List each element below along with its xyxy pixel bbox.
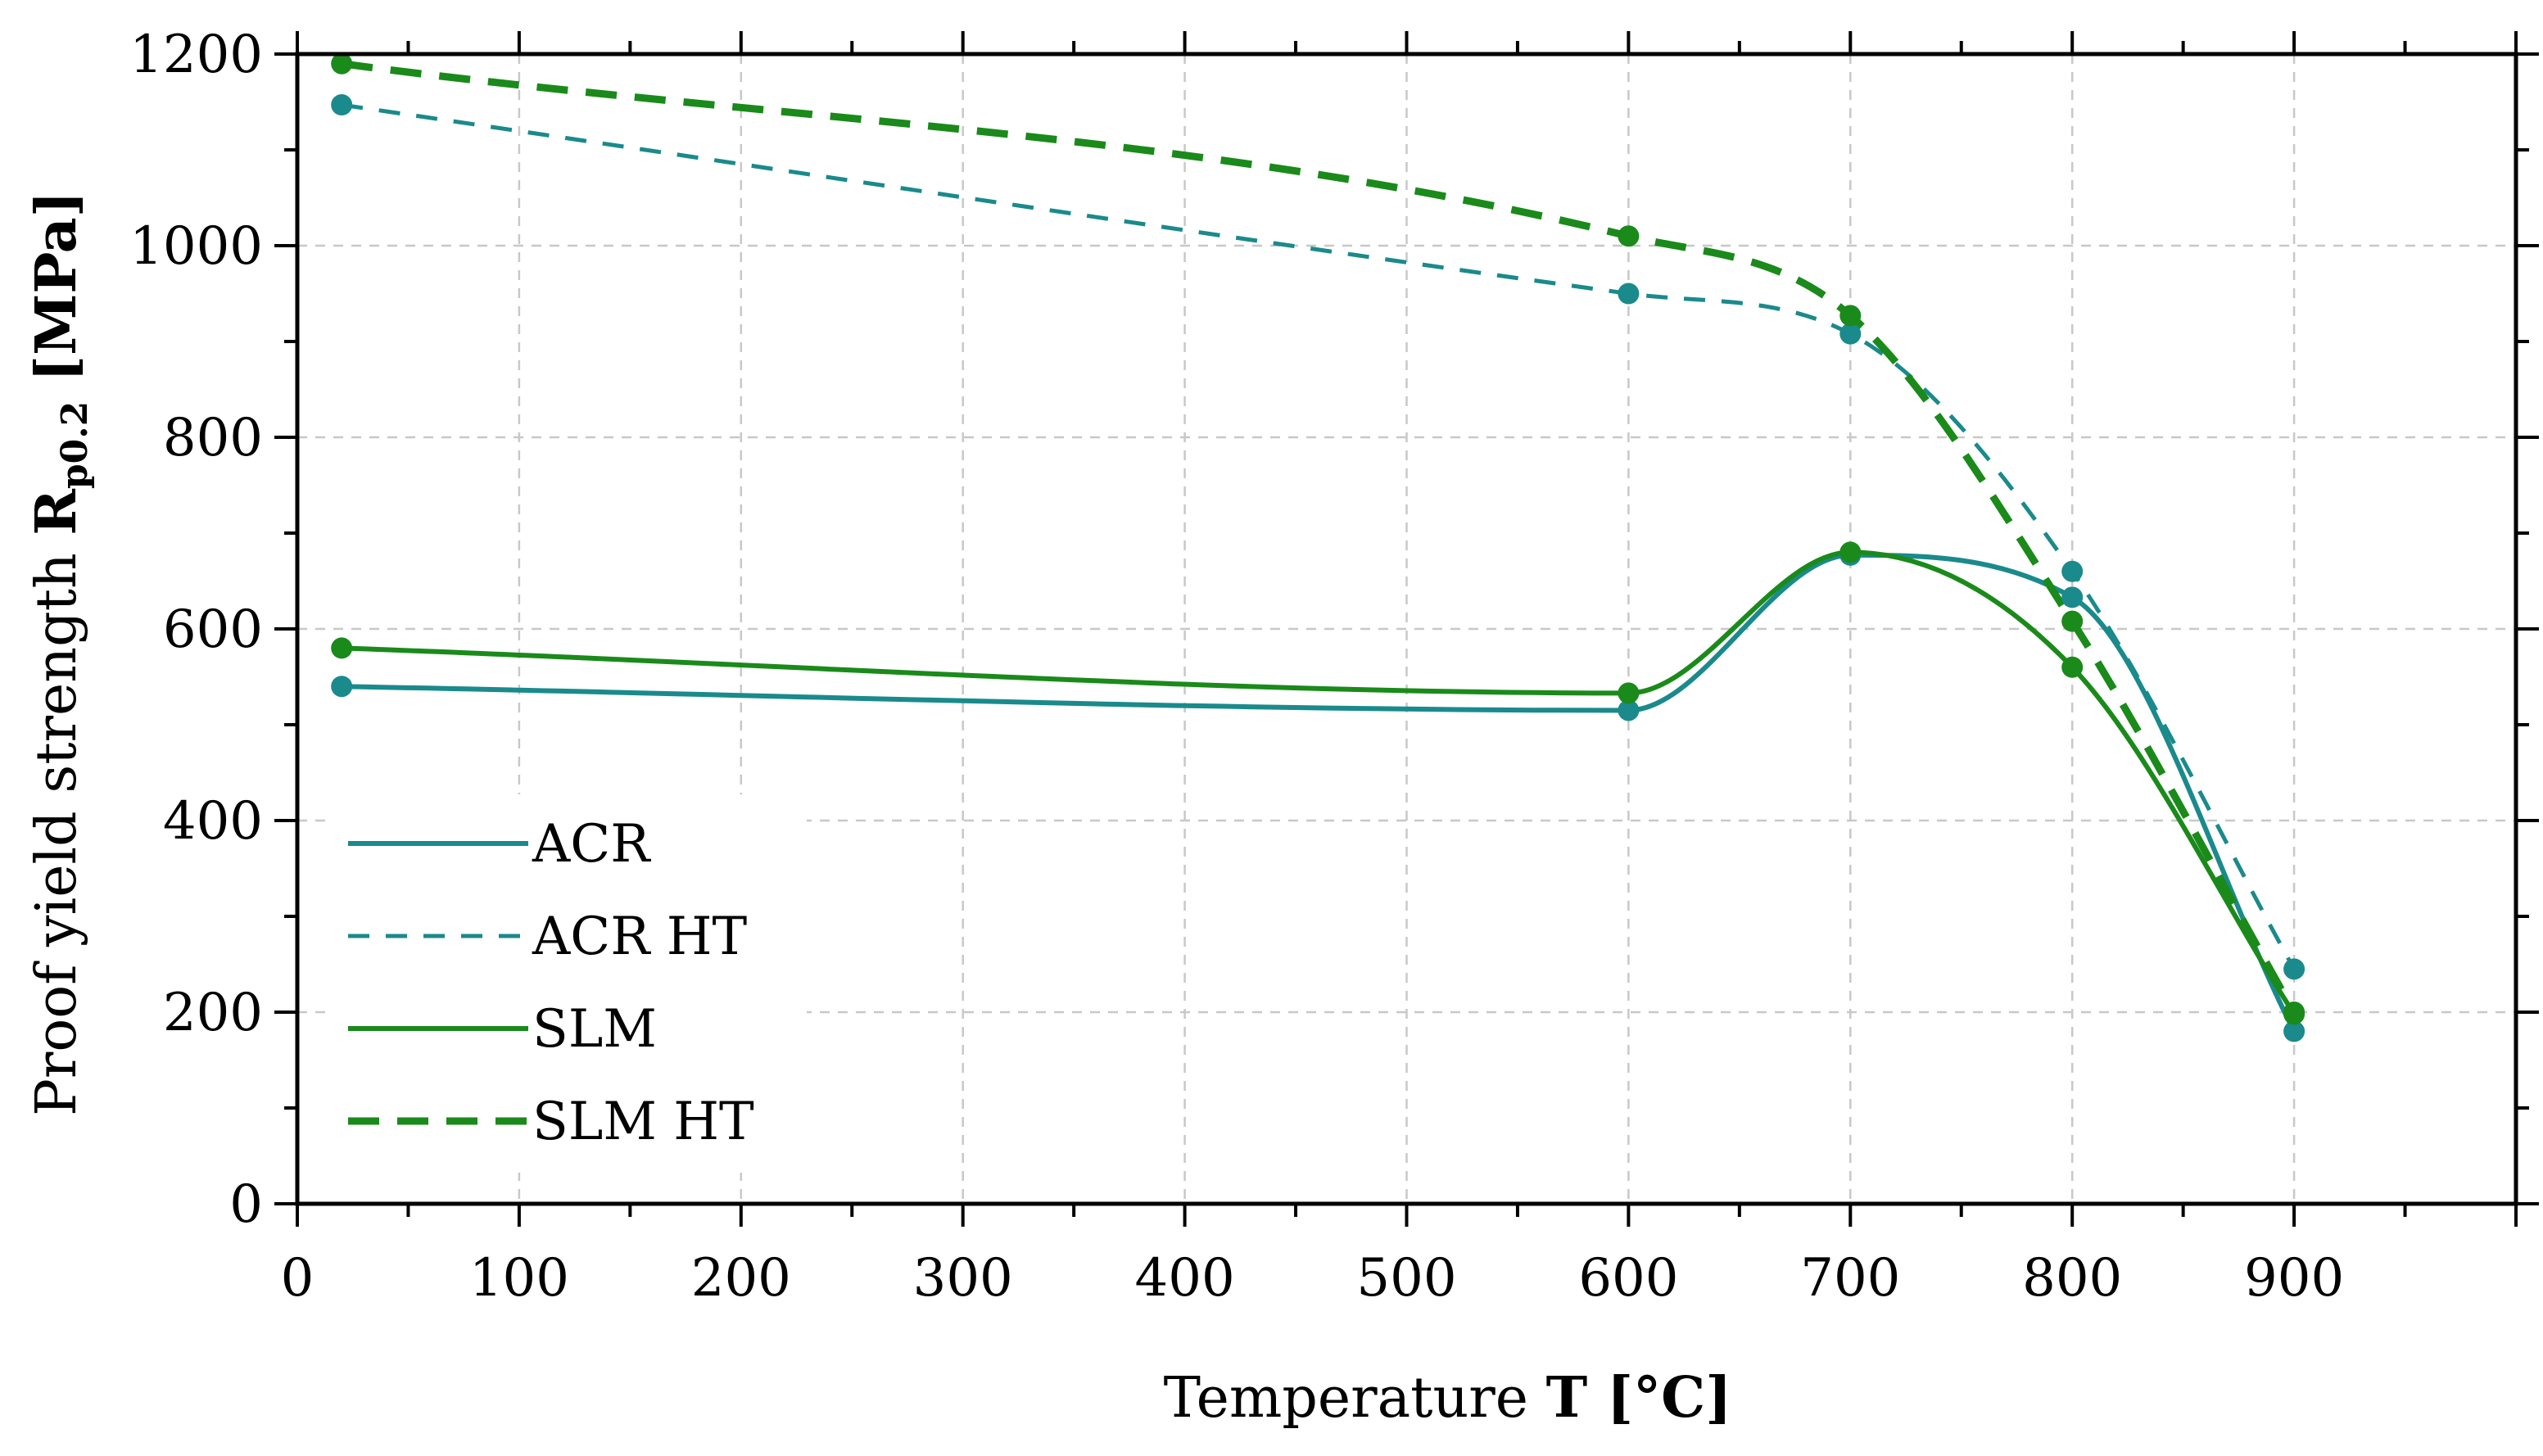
legend-background [332,794,807,1173]
y-axis-title-prefix: Proof yield strength [25,536,89,1116]
data-point-slm-ht [331,52,353,75]
x-tick-label: 800 [2022,1248,2122,1309]
y-axis-title-symbol: R [24,489,89,536]
legend-label-slm: SLM [532,999,657,1060]
data-point-slm-ht [2061,610,2084,632]
series-layer [341,60,2298,1033]
data-point-slm [331,637,353,659]
data-point-acr [331,676,353,698]
x-tick-label: 300 [913,1248,1013,1309]
y-axis-title: Proof yield strength Rp0.2 [MPa] [24,191,96,1116]
series-line-acr-ht [341,102,2296,970]
data-point-acr [1618,699,1640,721]
legend: ACR ACR HT SLM SLM HT [348,814,754,1152]
x-tick-label: 500 [1356,1248,1456,1309]
x-axis-title: Temperature T [°C] [1164,1365,1732,1431]
legend-label-acr-ht: ACR HT [532,907,748,967]
y-tick-label: 1200 [129,25,263,85]
tick-labels: 0 100 200 300 400 500 600 700 800 900 0 200 400 600 80… [129,25,2344,1309]
data-point-acr-ht [2061,560,2084,582]
x-tick-label: 900 [2244,1248,2344,1309]
y-tick-label: 0 [229,1174,263,1235]
data-point-slm-ht [2283,1002,2305,1023]
data-point-acr-ht [2283,958,2305,980]
data-point-slm-ht [1839,305,1862,327]
ticks [274,31,2539,1227]
x-axis-title-prefix: Temperature [1164,1366,1546,1431]
y-tick-label: 400 [163,791,263,852]
y-tick-label: 200 [163,983,263,1043]
y-axis-title-subscript: p0.2 [54,401,96,489]
data-point-acr-ht [1839,323,1862,345]
markers-layer [331,52,2305,1042]
data-point-slm [1618,682,1640,704]
data-point-slm [1839,541,1862,563]
x-axis-title-symbol: T [1546,1365,1588,1431]
data-point-slm [2061,656,2084,678]
y-tick-label: 600 [163,599,263,660]
legend-label-acr: ACR [532,814,651,875]
x-tick-label: 700 [1800,1248,1900,1309]
data-point-acr [2283,1020,2305,1042]
data-point-acr [2061,586,2084,608]
y-tick-label: 1000 [129,216,263,277]
x-tick-label: 200 [691,1248,791,1309]
x-axis-title-unit: [°C] [1587,1365,1731,1431]
x-tick-label: 0 [281,1248,314,1309]
series-line-slm [342,549,2296,1015]
x-tick-label: 400 [1135,1248,1235,1309]
data-point-acr-ht [1618,283,1640,305]
x-tick-label: 600 [1578,1248,1678,1309]
data-point-acr-ht [331,94,353,116]
data-point-slm-ht [1618,225,1640,247]
x-tick-label: 100 [469,1248,569,1309]
y-tick-label: 800 [163,408,263,468]
series-line-acr [342,552,2296,1033]
legend-label-slm-ht: SLM HT [532,1092,754,1152]
y-axis-title-unit: [MPa] [24,191,89,401]
series-line-slm-ht [341,60,2298,1015]
